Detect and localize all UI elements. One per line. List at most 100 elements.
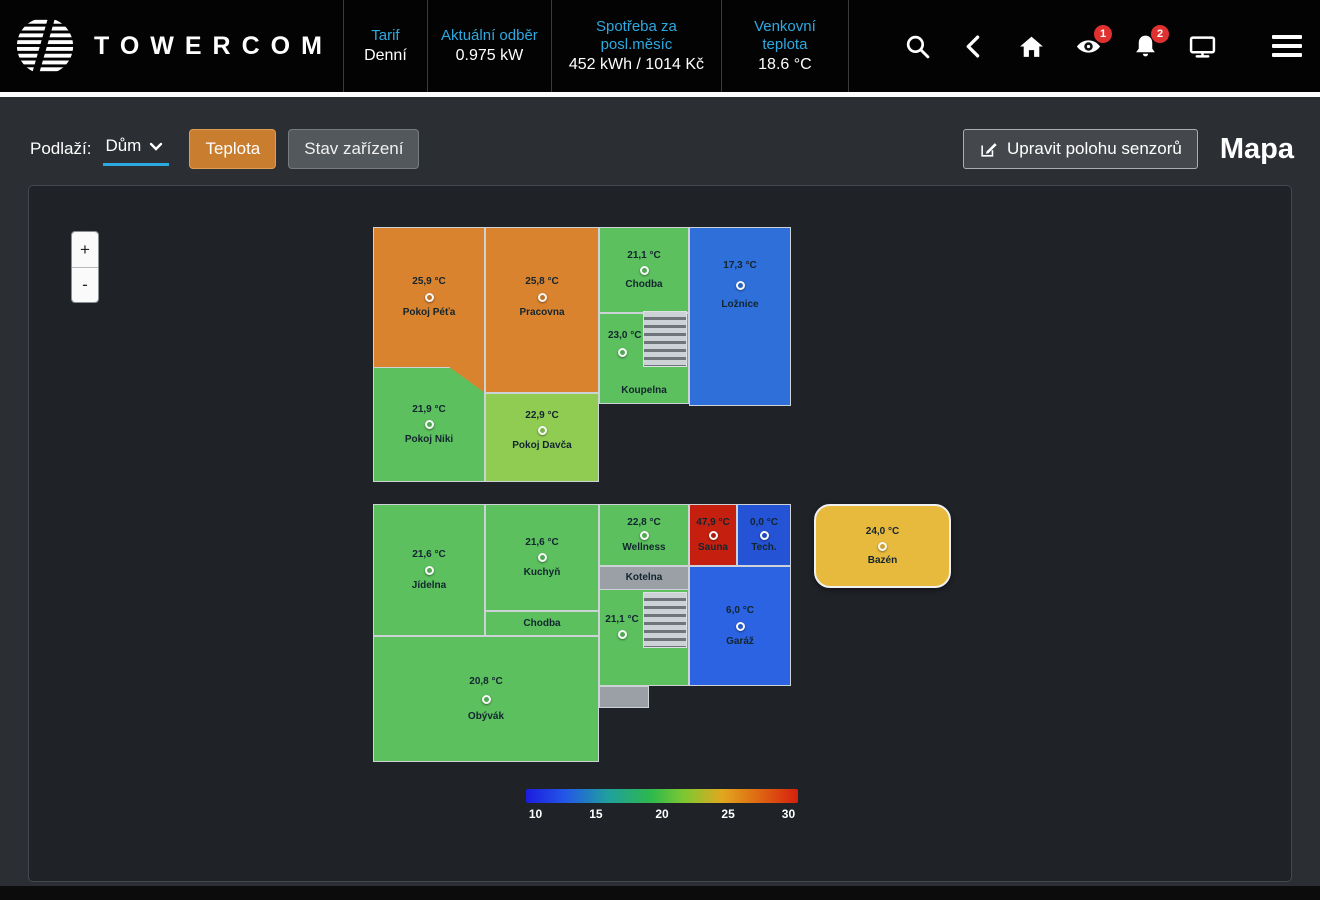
sensor-pokoj-peta[interactable] <box>424 292 434 302</box>
edit-sensors-button[interactable]: Upravit polohu senzorů <box>963 129 1198 169</box>
room-name: Ložnice <box>721 298 759 310</box>
bell-badge: 2 <box>1151 24 1169 43</box>
device-state-button[interactable]: Stav zařízení <box>288 129 420 169</box>
menu-icon[interactable] <box>1272 35 1302 57</box>
room-name: Kotelna <box>625 572 663 584</box>
room-pokoj-davca[interactable]: 22,9 °C Pokoj Davča <box>485 393 599 482</box>
topbar-icons: 1 2 <box>904 0 1320 92</box>
room-name: Pokoj Niki <box>404 434 454 445</box>
sensor-pokoj-davca[interactable] <box>537 426 547 435</box>
sensor-wellness[interactable] <box>639 530 649 540</box>
stat-outdoor-temperature-label: Venkovní teplota <box>754 17 816 53</box>
towercom-logo-icon <box>16 17 74 75</box>
monitor-icon[interactable] <box>1189 33 1216 60</box>
sensor-chodba-horni[interactable] <box>639 265 649 275</box>
sensor-chodba-dolni[interactable] <box>617 629 627 639</box>
room-chodba-dolni[interactable]: Chodba <box>485 611 599 636</box>
legend-tick: 25 <box>721 807 735 821</box>
room-garaz[interactable]: 6,0 °C Garáž <box>689 566 791 686</box>
stairs-upper-icon <box>643 311 687 367</box>
stat-current-consumption: Aktuální odběr 0.975 kW <box>426 0 551 92</box>
room-loznice[interactable]: 17,3 °C Ložnice <box>689 227 791 406</box>
legend-tick: 10 <box>528 807 543 821</box>
sensor-jidelna[interactable] <box>424 565 434 575</box>
floor-label: Podlaží: <box>30 139 92 158</box>
stat-tariff: Tarif Denní <box>342 0 427 92</box>
watch-icon-wrapper[interactable]: 1 <box>1075 24 1112 60</box>
sensor-kuchyn[interactable] <box>537 553 547 562</box>
legend-tick: 15 <box>589 807 603 821</box>
room-sauna[interactable]: 47,9 °C Sauna <box>689 504 737 566</box>
stat-current-consumption-value: 0.975 kW <box>455 47 524 65</box>
room-temp: 21,9 °C <box>412 403 446 415</box>
sensor-pokoj-niki[interactable] <box>424 420 434 429</box>
stat-tariff-value: Denní <box>364 47 407 65</box>
home-icon[interactable] <box>1018 33 1045 60</box>
brand-name: TOWERCOM <box>94 31 333 60</box>
room-wellness[interactable]: 22,8 °C Wellness <box>599 504 689 566</box>
room-name: Garáž <box>726 635 754 647</box>
temperature-button[interactable]: Teplota <box>189 129 277 169</box>
room-chodba-horni[interactable]: 21,1 °C Chodba <box>599 227 689 313</box>
floor-select[interactable]: Dům <box>103 132 170 166</box>
bell-icon[interactable] <box>1132 33 1159 60</box>
room-temp: 47,9 °C <box>696 517 730 528</box>
room-temp: 17,3 °C <box>723 260 757 271</box>
room-name: Pokoj Davča <box>512 440 572 451</box>
edit-sensors-button-label: Upravit polohu senzorů <box>1007 139 1182 158</box>
room-temp: 25,8 °C <box>525 276 559 287</box>
stat-tariff-label: Tarif <box>371 26 400 44</box>
room-jidelna[interactable]: 21,6 °C Jídelna <box>373 504 485 636</box>
topbar-stats: Tarif Denní Aktuální odběr 0.975 kW Spot… <box>342 0 849 92</box>
room-tech[interactable]: 0,0 °C Tech. <box>737 504 791 566</box>
room-temp: 25,9 °C <box>412 276 446 287</box>
room-temp: 20,8 °C <box>469 676 503 687</box>
back-chevron-icon[interactable] <box>961 33 988 60</box>
search-icon[interactable] <box>904 33 931 60</box>
room-temp: 22,9 °C <box>525 409 559 421</box>
room-temp: 0,0 °C <box>750 517 778 528</box>
zoom-out-button[interactable]: - <box>72 267 98 302</box>
notifications-icon-wrapper[interactable]: 2 <box>1132 24 1169 60</box>
kotelna-banner: Kotelna <box>599 566 689 590</box>
room-temp: 6,0 °C <box>726 605 754 616</box>
room-obyvak[interactable]: 20,8 °C Obývák <box>373 636 599 762</box>
room-name: Wellness <box>622 541 666 553</box>
legend-tick: 20 <box>655 807 669 821</box>
zoom-control: + - <box>71 231 99 303</box>
stat-current-consumption-label: Aktuální odběr <box>441 26 538 44</box>
room-name: Sauna <box>697 541 728 553</box>
room-name: Pokoj Péťa <box>402 306 456 318</box>
sensor-tech[interactable] <box>759 530 769 540</box>
sensor-pracovna[interactable] <box>537 292 547 302</box>
room-temp: 24,0 °C <box>865 526 900 537</box>
room-pokoj-niki[interactable]: 21,9 °C Pokoj Niki <box>373 367 485 482</box>
stat-outdoor-temperature-value: 18.6 °C <box>758 56 812 74</box>
sensor-obyvak[interactable] <box>481 694 491 704</box>
topbar: TOWERCOM Tarif Denní Aktuální odběr 0.97… <box>0 0 1320 92</box>
room-pokoj-peta[interactable]: 25,9 °C Pokoj Péťa <box>373 227 485 393</box>
window-bottom-edge <box>0 886 1320 900</box>
room-temp: 22,8 °C <box>627 517 661 528</box>
room-name: Jídelna <box>411 579 447 591</box>
chodba-dolni-sensor-cluster: 21,1 °C <box>599 614 645 670</box>
zoom-in-button[interactable]: + <box>72 232 98 267</box>
sensor-garaz[interactable] <box>735 621 745 631</box>
room-bazen[interactable]: 24,0 °C Bazén <box>814 504 951 588</box>
brand[interactable]: TOWERCOM <box>0 0 343 92</box>
temperature-legend-gradient <box>526 789 798 803</box>
sensor-bazen[interactable] <box>878 541 887 551</box>
sensor-koupelna[interactable] <box>618 347 627 357</box>
map-panel[interactable]: + - 21,9 °C Pokoj Niki 25,9 °C Pokoj Péť… <box>28 185 1292 882</box>
toolbar-right-group: Upravit polohu senzorů Mapa <box>963 129 1294 169</box>
room-temp: 21,1 °C <box>605 614 639 625</box>
eye-icon[interactable] <box>1075 33 1102 60</box>
stat-monthly-consumption-value: 452 kWh / 1014 Kč <box>568 56 705 74</box>
room-pracovna[interactable]: 25,8 °C Pracovna <box>485 227 599 393</box>
room-kuchyn[interactable]: 21,6 °C Kuchyň <box>485 504 599 611</box>
sensor-sauna[interactable] <box>708 530 718 540</box>
room-name: Kuchyň <box>523 567 561 578</box>
sensor-loznice[interactable] <box>735 280 745 290</box>
room-name: Pracovna <box>519 306 565 318</box>
